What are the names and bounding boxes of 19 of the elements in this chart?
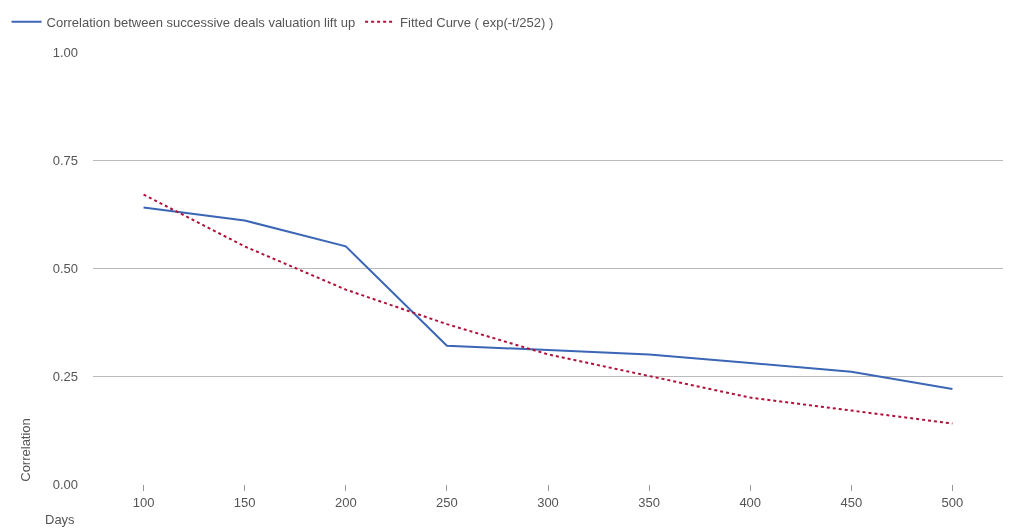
y-tick-label: 0.00 — [52, 476, 78, 492]
x-tick-label: 450 — [840, 494, 863, 510]
x-tick-label: 200 — [334, 494, 357, 510]
x-tick-label: 500 — [941, 494, 964, 510]
line-series — [142, 206, 954, 390]
legend-label: Fitted Curve ( exp(-t/252) ) — [400, 14, 554, 30]
x-tick-label: 150 — [233, 494, 256, 510]
x-tick-label: 100 — [132, 494, 155, 510]
x-axis-title: Days — [45, 512, 76, 527]
x-tick-label: 250 — [436, 494, 458, 510]
y-tick-label: 1.00 — [52, 44, 78, 60]
y-tick-label: 0.75 — [52, 152, 78, 168]
x-tick-label: 300 — [537, 494, 559, 510]
legend-label: Correlation between successive deals valuation lift up — [46, 14, 356, 30]
y-tick-label: 0.50 — [52, 260, 78, 276]
x-tick-label: 350 — [638, 494, 660, 510]
y-tick-label: 0.25 — [52, 368, 78, 384]
x-tick-label: 400 — [739, 494, 762, 510]
y-axis-title: Correlation — [17, 418, 33, 482]
